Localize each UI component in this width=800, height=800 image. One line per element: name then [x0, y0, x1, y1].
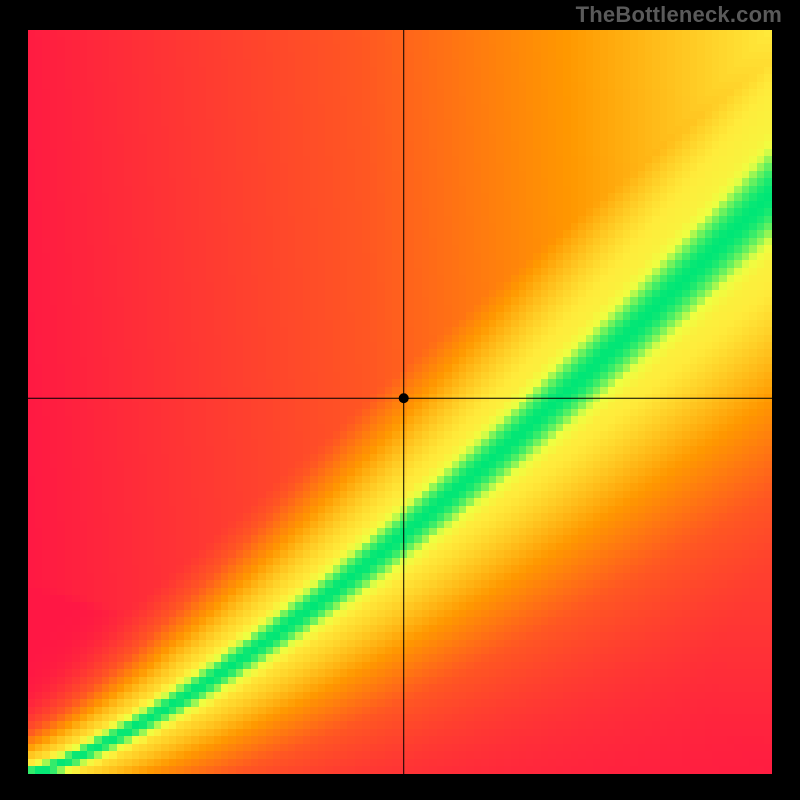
chart-container: TheBottleneck.com [0, 0, 800, 800]
watermark-text: TheBottleneck.com [576, 2, 782, 28]
heatmap-plot [28, 30, 772, 774]
